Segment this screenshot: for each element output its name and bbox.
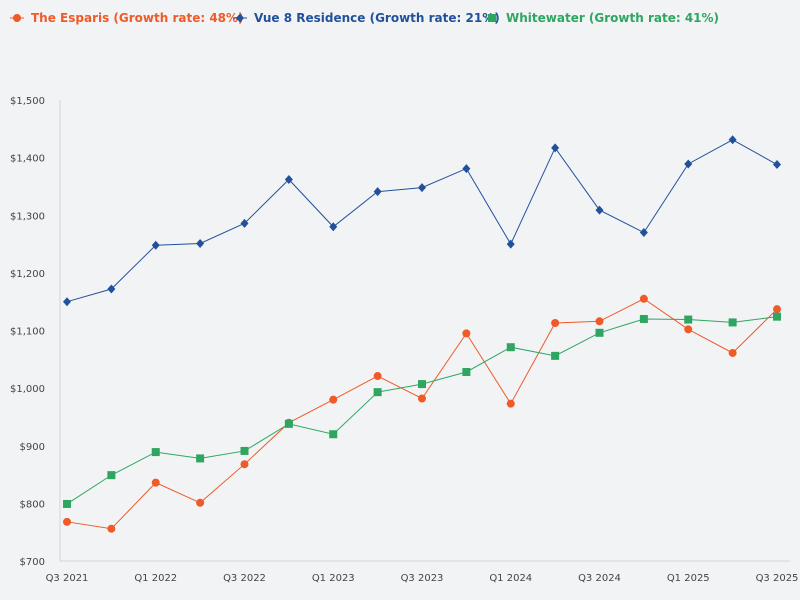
data-point [773, 160, 781, 170]
data-point [506, 343, 515, 352]
y-tick-label: $1,100 [10, 327, 45, 338]
legend-label: Vue 8 Residence (Growth rate: 21%) [254, 11, 500, 25]
data-point [684, 159, 693, 169]
data-point [240, 218, 249, 228]
data-point [773, 312, 781, 321]
data-point [107, 524, 116, 533]
data-point [639, 228, 648, 238]
x-tick-label: Q3 2023 [401, 573, 444, 584]
data-point [595, 328, 604, 337]
data-point [373, 372, 382, 381]
x-tick-label: Q1 2024 [489, 573, 532, 584]
legend-label: Whitewater (Growth rate: 41%) [506, 11, 719, 25]
data-point [240, 460, 249, 469]
x-axis: Q3 2021 Q1 2022 Q3 2022 Q1 2023 Q3 2023 Q1 20… [46, 560, 799, 584]
data-point [373, 187, 382, 197]
legend: The Esparis (Growth rate: 48%) Vue 8 Resi… [10, 11, 719, 25]
data-point [63, 517, 71, 526]
y-tick-label: $1,000 [10, 384, 45, 395]
data-point [329, 395, 338, 404]
x-tick-label: Q1 2025 [667, 573, 710, 584]
legend-marker [13, 14, 21, 22]
x-tick-label: Q3 2025 [756, 573, 799, 584]
series-0 [63, 294, 781, 533]
data-point [284, 419, 293, 428]
data-point [551, 319, 560, 328]
data-point [551, 143, 560, 153]
x-tick-label: Q3 2021 [46, 573, 89, 584]
data-point [773, 305, 781, 314]
legend-label: The Esparis (Growth rate: 48%) [31, 11, 244, 25]
data-point [240, 446, 249, 455]
data-point [551, 351, 560, 360]
data-point [462, 367, 471, 376]
data-point [728, 348, 737, 357]
y-tick-label: $700 [20, 557, 45, 568]
data-point [418, 380, 426, 389]
data-point [329, 430, 338, 439]
data-point [107, 284, 116, 294]
data-point [418, 183, 426, 193]
data-point [462, 329, 471, 338]
data-point [63, 297, 71, 307]
y-tick-label: $800 [20, 499, 45, 510]
data-point [329, 222, 338, 232]
series-2 [63, 312, 781, 508]
data-point [728, 318, 737, 327]
data-point [728, 135, 737, 145]
y-tick-label: $1,200 [10, 269, 45, 280]
data-point [684, 315, 693, 324]
data-point [595, 205, 604, 215]
y-axis: $700 $800 $900 $1,000 $1,100 $1,200 $1,300 $1,4… [10, 96, 61, 568]
data-point [506, 399, 515, 408]
data-point [462, 164, 471, 174]
legend-marker [236, 13, 244, 23]
data-point [196, 238, 205, 248]
data-point [684, 325, 693, 334]
series-line [66, 139, 778, 303]
legend-marker [488, 14, 496, 22]
data-point [107, 471, 116, 480]
data-point [506, 239, 515, 249]
y-tick-label: $900 [20, 442, 45, 453]
series-1 [63, 135, 781, 307]
data-point [284, 175, 293, 185]
series-line [66, 316, 778, 505]
x-tick-label: Q1 2023 [312, 573, 355, 584]
x-tick-label: Q1 2022 [134, 573, 177, 584]
data-point [196, 454, 205, 463]
series-line [66, 298, 778, 530]
data-point [595, 317, 604, 326]
data-point [639, 294, 648, 303]
y-tick-label: $1,500 [10, 96, 45, 107]
legend-item-0: The Esparis (Growth rate: 48%) [10, 11, 244, 25]
data-point [373, 388, 382, 397]
data-point [151, 478, 160, 487]
x-tick-label: Q3 2022 [223, 573, 266, 584]
x-tick-label: Q3 2024 [578, 573, 621, 584]
data-point [151, 448, 160, 457]
legend-item-2: Whitewater (Growth rate: 41%) [485, 11, 719, 25]
data-point [151, 240, 160, 250]
data-point [418, 394, 426, 403]
legend-item-1: Vue 8 Residence (Growth rate: 21%) [233, 11, 500, 25]
y-tick-label: $1,400 [10, 154, 45, 165]
data-point [63, 499, 71, 508]
y-tick-label: $1,300 [10, 211, 45, 222]
series-layer [63, 135, 781, 533]
data-point [196, 498, 205, 507]
data-point [639, 314, 648, 323]
